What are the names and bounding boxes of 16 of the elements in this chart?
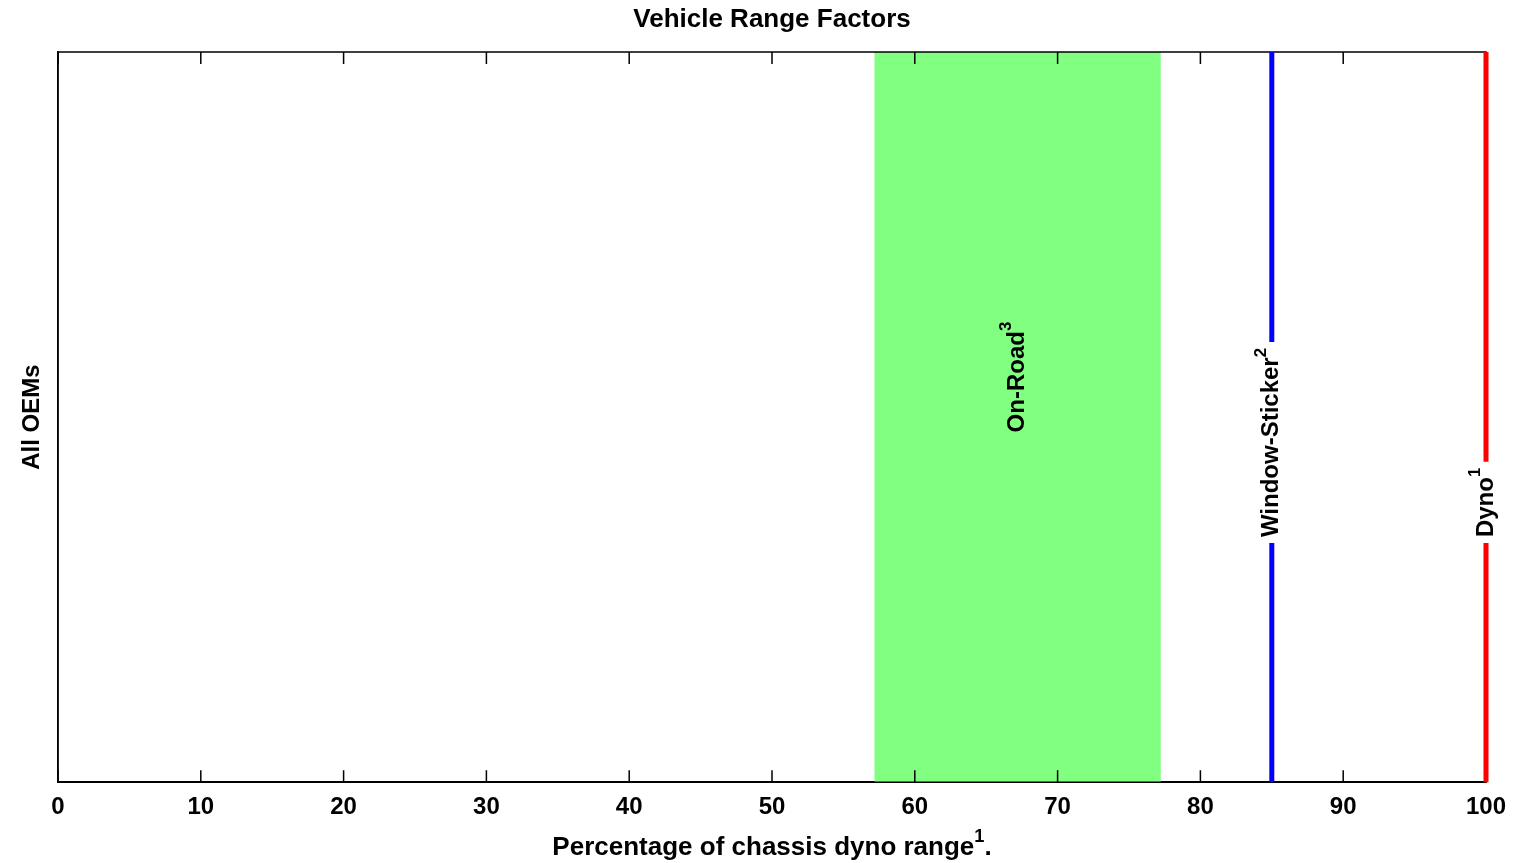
x-tick-label: 70	[1044, 792, 1071, 820]
x-tick-label: 90	[1329, 792, 1357, 820]
x-tick-label: 60	[901, 792, 929, 820]
x-tick-label: 80	[1187, 792, 1214, 820]
x-tick-label: 40	[615, 792, 643, 820]
x-tick-label: 20	[330, 792, 357, 820]
series-label: On-Road3	[996, 321, 1030, 433]
ref-line-label: Dyno1	[1464, 467, 1498, 538]
y-tick-label: All OEMs	[16, 364, 44, 470]
ref-line-label: Window-Sticker2	[1250, 347, 1284, 538]
chart-title: Vehicle Range Factors	[633, 3, 911, 34]
x-tick-label: 0	[51, 792, 65, 820]
x-tick-label: 10	[187, 792, 215, 820]
x-tick-label: 100	[1465, 792, 1507, 820]
x-tick-label: 30	[473, 792, 500, 820]
x-tick-label: 50	[758, 792, 786, 820]
